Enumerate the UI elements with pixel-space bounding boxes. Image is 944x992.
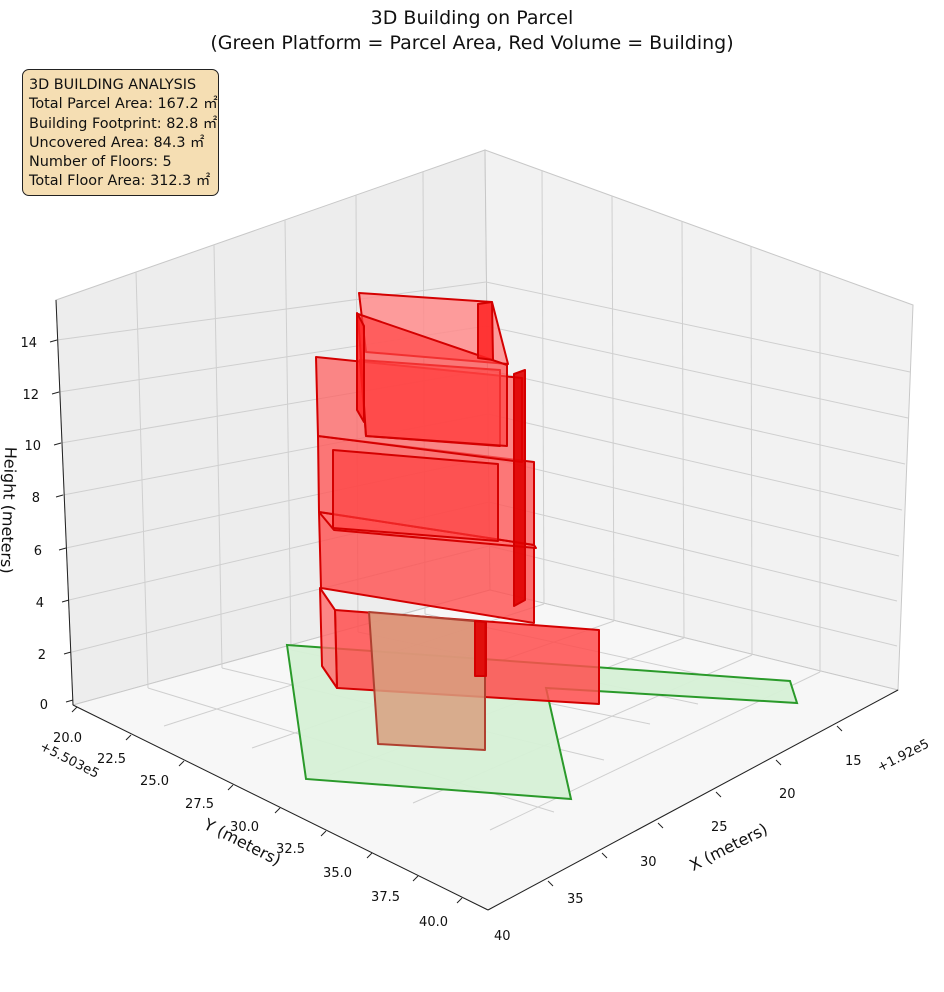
info-box-line: Building Footprint: 82.8 ㎡ xyxy=(29,115,218,132)
y-tick-label: 22.5 xyxy=(97,752,126,767)
x-axis-label: X (meters) xyxy=(686,819,770,875)
building-floor-5-side-left xyxy=(356,312,365,423)
building-floor-1-side xyxy=(368,611,486,751)
z-tick-label: 10 xyxy=(24,439,41,454)
info-box-title: 3D BUILDING ANALYSIS xyxy=(29,77,197,93)
building-column-right xyxy=(513,369,526,607)
y-tick-label: 40.0 xyxy=(419,915,448,930)
y-tick-label: 30.0 xyxy=(230,820,259,835)
x-tick-label: 40 xyxy=(494,929,511,944)
z-tick-label: 4 xyxy=(36,596,44,611)
x-tick-label: 25 xyxy=(711,820,728,835)
building-floor-3-inner xyxy=(332,449,499,542)
z-tick-label: 0 xyxy=(40,698,48,713)
z-tick-label: 2 xyxy=(38,648,46,663)
x-offset-text: +1.92e5 xyxy=(875,737,932,776)
info-box-line: Number of Floors: 5 xyxy=(29,154,172,171)
y-tick-label: 32.5 xyxy=(276,842,305,857)
x-tick-label: 35 xyxy=(567,892,584,907)
x-tick-label: 15 xyxy=(845,754,862,769)
z-tick-label: 14 xyxy=(20,336,37,351)
building-floor-5-side-right xyxy=(477,301,494,361)
y-tick-label: 20.0 xyxy=(53,731,82,746)
z-axis-label: Height (meters) xyxy=(0,446,20,574)
analysis-info-box: 3D BUILDING ANALYSIS Total Parcel Area: … xyxy=(22,69,219,196)
z-tick-label: 8 xyxy=(32,491,40,506)
info-box-line: Total Floor Area: 312.3 ㎡ xyxy=(29,173,211,190)
y-tick-label: 37.5 xyxy=(371,890,400,905)
x-tick-label: 30 xyxy=(640,855,657,870)
building-column-front xyxy=(474,620,487,677)
y-tick-label: 35.0 xyxy=(323,866,352,881)
y-tick-label: 27.5 xyxy=(185,797,214,812)
info-box-line: Total Parcel Area: 167.2 ㎡ xyxy=(29,96,218,113)
building-volume xyxy=(315,292,600,751)
x-tick-label: 20 xyxy=(779,787,796,802)
z-tick-label: 12 xyxy=(22,388,39,403)
info-box-line: Uncovered Area: 84.3 ㎡ xyxy=(29,134,205,151)
building-floor-1-left xyxy=(319,587,338,689)
chart-title: 3D Building on Parcel xyxy=(370,7,574,29)
z-tick-label: 6 xyxy=(34,544,42,559)
z-axis: 0 2 4 6 8 10 12 14 Height (meters) xyxy=(0,299,74,713)
y-tick-label: 25.0 xyxy=(140,774,169,789)
chart-subtitle: (Green Platform = Parcel Area, Red Volum… xyxy=(210,32,734,54)
